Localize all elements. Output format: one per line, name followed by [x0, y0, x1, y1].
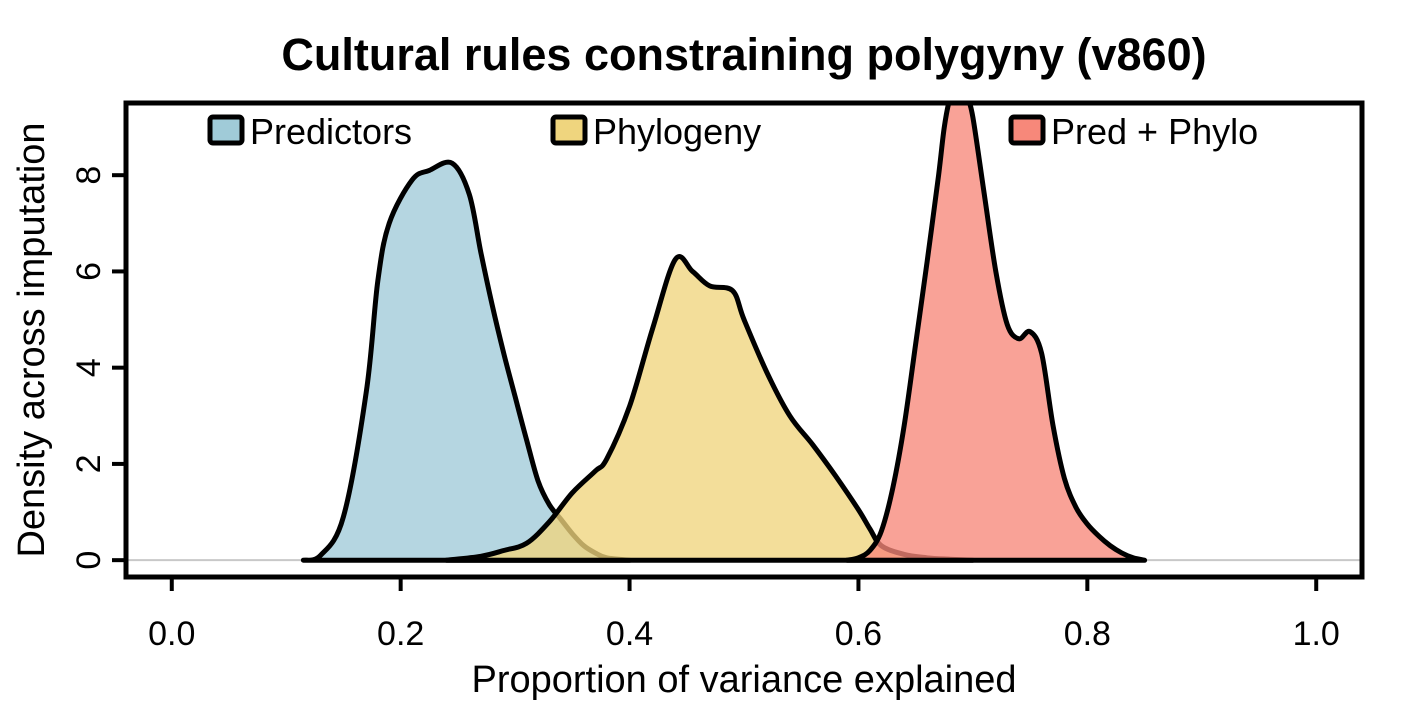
y-tick-label: 2: [70, 454, 108, 473]
density-areas: [300, 103, 1148, 563]
y-tick-label: 6: [70, 262, 108, 281]
legend-swatch-phylogeny: [550, 114, 588, 146]
legend: Predictors Phylogeny Pred + Phylo: [207, 111, 1258, 152]
density-area-pred-phylo: [844, 103, 1148, 563]
plot-frame: [123, 100, 1365, 580]
x-tick-label: 0.4: [606, 615, 653, 653]
y-tick-label: 8: [70, 166, 108, 185]
legend-swatch-predictors: [207, 114, 245, 146]
y-axis-label: Density across imputation: [11, 122, 53, 557]
x-tick-label: 0.2: [377, 615, 424, 653]
chart-title: Cultural rules constraining polygyny (v8…: [281, 29, 1206, 80]
y-tick-label: 4: [70, 358, 108, 377]
x-tick-label: 1.0: [1293, 615, 1340, 653]
x-tick-label: 0.8: [1064, 615, 1111, 653]
legend-label-pred-phylo: Pred + Phylo: [1051, 111, 1258, 152]
legend-label-predictors: Predictors: [250, 111, 412, 152]
x-axis-label: Proportion of variance explained: [471, 659, 1016, 701]
x-axis: 0.0 0.2 0.4 0.6 0.8 1.0: [148, 577, 1340, 653]
legend-label-phylogeny: Phylogeny: [593, 111, 761, 152]
y-tick-label: 0: [70, 551, 108, 570]
legend-swatch-pred-phylo: [1008, 114, 1046, 146]
y-axis: 0 2 4 6 8: [70, 166, 126, 570]
x-tick-label: 0.6: [835, 615, 882, 653]
x-tick-label: 0.0: [148, 615, 195, 653]
